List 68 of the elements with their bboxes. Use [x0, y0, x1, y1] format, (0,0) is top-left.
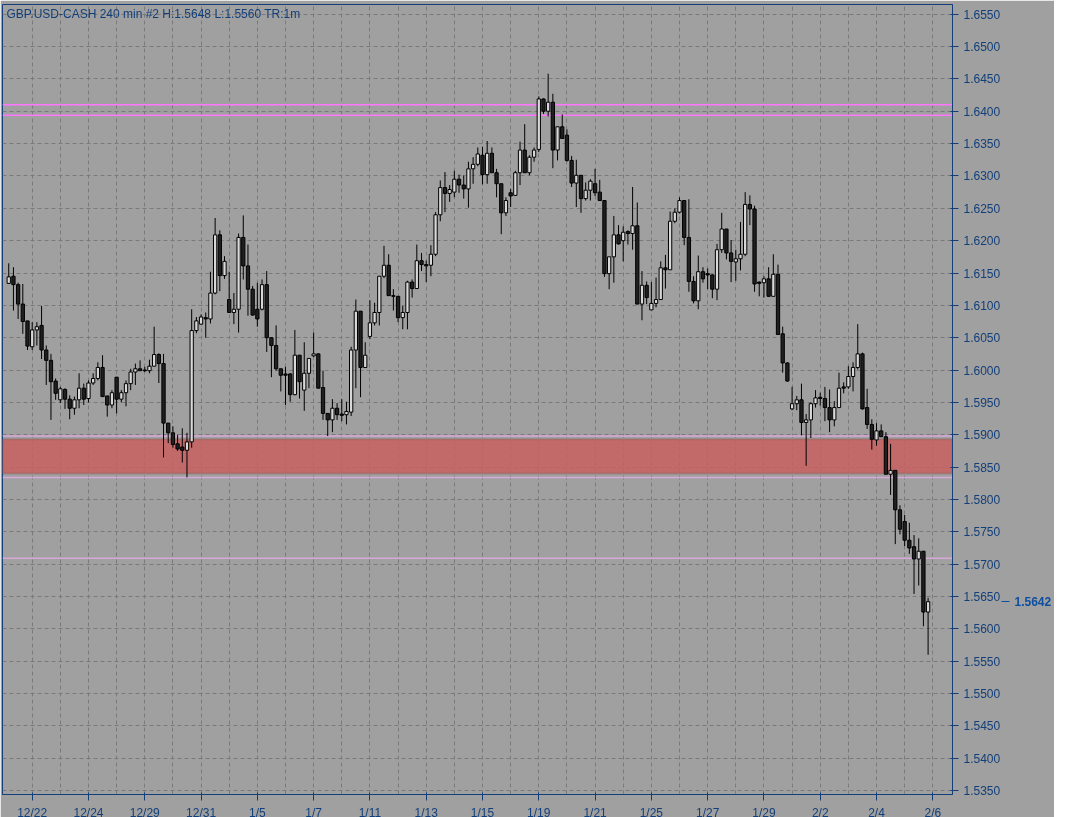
x-tick-label: 1/15 [470, 805, 495, 817]
candlestick [306, 357, 312, 389]
y-tick-label: 1.5650 [963, 590, 1001, 605]
candlestick [367, 299, 373, 340]
y-tick-label: 1.5500 [963, 687, 1001, 702]
y-tick-label: 1.6300 [963, 169, 1001, 184]
y-tick-label: 1.5750 [963, 525, 1001, 540]
y-tick-label: 1.5950 [963, 395, 1001, 410]
y-tick-label: 1.6100 [963, 298, 1001, 313]
x-tick-label: 1/13 [414, 805, 439, 817]
candlestick [822, 386, 828, 422]
y-tick-label: 1.6550 [963, 7, 1001, 22]
y-tick-label: 1.6000 [963, 363, 1001, 378]
candlestick [283, 366, 288, 406]
y-tick-label: 1.5450 [963, 719, 1001, 734]
candlestick [578, 174, 584, 214]
y-tick-label: 1.5700 [963, 557, 1001, 572]
candlestick [395, 295, 401, 323]
x-tick-label: 1/11 [358, 805, 382, 817]
x-tick-label: 1/25 [639, 805, 664, 817]
text: 1.5642 [1014, 595, 1052, 610]
candlestick [227, 271, 232, 313]
x-tick-label: 12/29 [129, 805, 161, 817]
x-tick-label: 12/24 [73, 805, 104, 817]
y-tick-label: 1.5400 [963, 751, 1001, 766]
candlestick [456, 174, 462, 194]
y-tick-label: 1.5900 [963, 428, 1001, 443]
candlestick [170, 425, 176, 449]
y-tick-label: 1.6350 [963, 137, 1001, 152]
candlestick [625, 229, 631, 246]
y-tick-label: 1.5800 [963, 492, 1001, 507]
candlestick [649, 281, 654, 311]
candlestick [334, 402, 340, 421]
candlestick [874, 422, 879, 447]
y-tick-label: 1.6250 [963, 201, 1001, 216]
y-tick-label: 1.5550 [963, 654, 1001, 669]
x-tick-label: 1/19 [527, 805, 551, 817]
x-tick-label: 1/21 [583, 805, 608, 817]
y-tick-label: 1.6150 [963, 266, 1001, 281]
x-tick-label: 12/22 [17, 805, 48, 817]
candlestick [644, 280, 649, 305]
y-tick-label: 1.6200 [963, 234, 1001, 249]
y-tick-label: 1.6400 [963, 104, 1001, 119]
x-tick-label: 2/2 [811, 805, 829, 817]
candlestick [442, 171, 448, 213]
candlestick [62, 387, 68, 410]
y-tick-label: 1.6050 [963, 331, 1001, 346]
candlestick [76, 372, 82, 409]
y-tick-label: 1.5850 [963, 460, 1001, 475]
x-tick-label: 12/31 [186, 805, 217, 817]
candlestick [480, 146, 485, 185]
x-tick-label: 2/4 [868, 805, 886, 817]
x-tick-label: 1/29 [752, 805, 776, 817]
x-tick-label: 1/27 [695, 805, 720, 817]
candlestick [911, 534, 917, 595]
chart-title: GBP.USD-CASH 240 min #2 H:1.5648 L:1.5560 TR:1m [6, 6, 301, 21]
y-tick-label: 1.5350 [963, 784, 1001, 799]
candlestick [592, 168, 598, 197]
candlestick [137, 359, 143, 372]
y-tick-label: 1.5600 [963, 622, 1001, 637]
y-tick-label: 1.6450 [963, 72, 1001, 87]
x-tick-label: 2/6 [924, 805, 942, 817]
candlestick [48, 353, 54, 421]
x-tick-label: 1/5 [249, 805, 267, 817]
x-tick-label: 1/7 [305, 805, 323, 817]
candlestick [761, 275, 767, 299]
candlestick [273, 324, 279, 372]
y-tick-label: 1.6500 [963, 40, 1001, 55]
